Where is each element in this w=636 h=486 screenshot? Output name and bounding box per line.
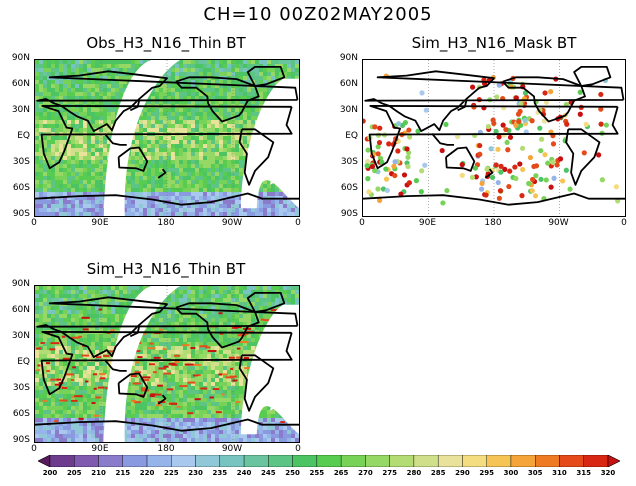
lon-tick-label: 180 bbox=[484, 218, 502, 228]
lon-tick-label: 90W bbox=[548, 218, 569, 228]
lat-tick-label: 60S bbox=[12, 409, 30, 419]
colorbar-segment bbox=[195, 455, 221, 467]
colorbar-label: 295 bbox=[479, 469, 494, 477]
lat-tick-label: 90S bbox=[340, 209, 358, 219]
lon-tick-label: 0 bbox=[359, 218, 365, 228]
colorbar-segment bbox=[171, 455, 196, 467]
map-obs-canvas bbox=[35, 60, 299, 216]
lat-tick-label: 60N bbox=[339, 79, 358, 89]
colorbar-low-arrow bbox=[38, 455, 51, 467]
lon-tick-label: 0 bbox=[295, 444, 301, 454]
lat-tick-label: 90N bbox=[11, 53, 30, 63]
colorbar-segment bbox=[535, 455, 560, 467]
lon-tick-label: 0 bbox=[621, 218, 627, 228]
colorbar-label: 305 bbox=[527, 469, 543, 477]
colorbar-label: 270 bbox=[358, 469, 373, 477]
colorbar-label: 215 bbox=[115, 469, 131, 477]
colorbar-label: 300 bbox=[503, 469, 519, 477]
colorbar-label: 240 bbox=[236, 469, 252, 477]
colorbar-label: 235 bbox=[212, 469, 228, 477]
colorbar-segment bbox=[389, 455, 415, 467]
colorbar-label: 250 bbox=[285, 469, 300, 477]
colorbar-segment bbox=[365, 455, 390, 467]
lat-tick-label: 90N bbox=[339, 53, 358, 63]
colorbar-label: 265 bbox=[333, 469, 349, 477]
lat-tick-label: 60S bbox=[12, 183, 30, 193]
map-sim bbox=[34, 285, 300, 443]
colorbar-label: 210 bbox=[91, 469, 106, 477]
colorbar-segment bbox=[219, 455, 245, 467]
colorbar-label: 245 bbox=[261, 469, 276, 477]
lat-tick-label: 90N bbox=[11, 279, 30, 289]
lon-tick-label: 0 bbox=[31, 444, 37, 454]
colorbar-segment bbox=[292, 455, 318, 467]
lon-tick-label: 180 bbox=[157, 218, 175, 228]
lat-tick-label: 60S bbox=[340, 183, 358, 193]
colorbar bbox=[38, 455, 620, 467]
lon-tick-label: 90E bbox=[418, 218, 437, 228]
lon-tick-label: 90W bbox=[221, 218, 243, 228]
colorbar-label: 205 bbox=[66, 469, 82, 477]
colorbar-segment bbox=[74, 455, 99, 467]
lat-tick-label: 60N bbox=[11, 305, 30, 315]
colorbar-segment bbox=[122, 455, 148, 467]
colorbar-label: 255 bbox=[309, 469, 325, 477]
lon-tick-label: 90E bbox=[91, 444, 109, 454]
panel-title-mask: Sim_H3_N16_Mask BT bbox=[411, 34, 577, 52]
lat-tick-label: EQ bbox=[345, 131, 358, 141]
colorbar-high-arrow bbox=[607, 455, 620, 467]
colorbar-segment bbox=[462, 455, 487, 467]
map-mask-canvas bbox=[363, 60, 625, 216]
colorbar-segment bbox=[437, 455, 463, 467]
colorbar-label: 310 bbox=[552, 469, 567, 477]
colorbar-label: 290 bbox=[455, 469, 470, 477]
lon-tick-label: 180 bbox=[157, 444, 175, 454]
colorbar-label: 200 bbox=[42, 469, 58, 477]
colorbar-label: 285 bbox=[430, 469, 446, 477]
lat-tick-label: 90S bbox=[12, 435, 30, 445]
colorbar-segment bbox=[268, 455, 293, 467]
colorbar-segment bbox=[146, 455, 172, 467]
lat-tick-label: 30S bbox=[12, 157, 30, 167]
lat-tick-label: 30N bbox=[11, 105, 30, 115]
map-mask bbox=[362, 59, 626, 217]
lon-tick-label: 90E bbox=[91, 218, 109, 228]
lat-tick-label: 60N bbox=[11, 79, 30, 89]
panel-title-sim: Sim_H3_N16_Thin BT bbox=[86, 260, 246, 278]
colorbar-segment bbox=[486, 455, 512, 467]
lat-tick-label: EQ bbox=[17, 357, 30, 367]
lat-tick-label: EQ bbox=[17, 131, 30, 141]
map-sim-canvas bbox=[35, 286, 299, 442]
lat-tick-label: 30S bbox=[12, 383, 30, 393]
lat-tick-label: 30N bbox=[339, 105, 358, 115]
colorbar-label: 315 bbox=[576, 469, 592, 477]
colorbar-label: 275 bbox=[382, 469, 397, 477]
colorbar-label: 225 bbox=[163, 469, 179, 477]
colorbar-segment bbox=[49, 455, 75, 467]
colorbar-segment bbox=[510, 455, 536, 467]
colorbar-segment bbox=[559, 455, 584, 467]
lon-tick-label: 90W bbox=[221, 444, 243, 454]
colorbar-segment bbox=[413, 455, 439, 467]
lat-tick-label: 30S bbox=[340, 157, 358, 167]
colorbar-segment bbox=[316, 455, 342, 467]
figure-title: CH=10 00Z02MAY2005 bbox=[203, 4, 433, 25]
lon-tick-label: 0 bbox=[295, 218, 301, 228]
colorbar-segment bbox=[98, 455, 123, 467]
colorbar-segment bbox=[340, 455, 366, 467]
map-obs bbox=[34, 59, 300, 217]
panel-title-obs: Obs_H3_N16_Thin BT bbox=[86, 34, 246, 52]
colorbar-segment bbox=[583, 455, 609, 467]
colorbar-segment bbox=[243, 455, 269, 467]
colorbar-label: 230 bbox=[188, 469, 203, 477]
lon-tick-label: 0 bbox=[31, 218, 37, 228]
colorbar-label: 280 bbox=[406, 469, 422, 477]
lat-tick-label: 30N bbox=[11, 331, 30, 341]
lat-tick-label: 90S bbox=[12, 209, 30, 219]
colorbar-label: 320 bbox=[600, 469, 616, 477]
colorbar-label: 220 bbox=[139, 469, 155, 477]
